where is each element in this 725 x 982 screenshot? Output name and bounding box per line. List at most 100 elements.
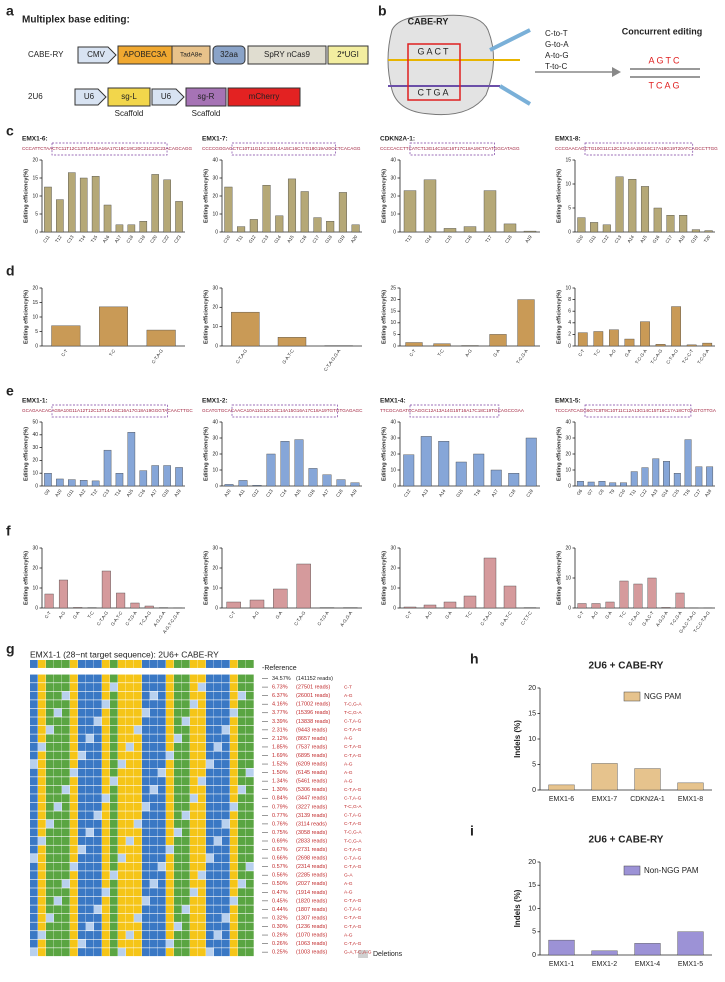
alignment-cell xyxy=(102,828,110,836)
alignment-cell xyxy=(70,811,78,819)
alignment-cell xyxy=(214,700,222,708)
x-tick-label: G19 xyxy=(337,234,346,244)
alignment-cell xyxy=(110,786,118,794)
bar xyxy=(640,322,649,346)
alignment-cell xyxy=(134,880,142,888)
read-count: (3139 reads) xyxy=(296,813,327,819)
alignment-cell xyxy=(238,948,246,956)
alignment-cell xyxy=(62,888,70,896)
alignment-cell xyxy=(206,786,214,794)
alignment-cell xyxy=(246,863,254,871)
alignment-cell xyxy=(78,760,86,768)
alignment-cell xyxy=(94,777,102,785)
x-tick-label: T17 xyxy=(484,234,493,244)
alignment-cell xyxy=(78,660,86,668)
alignment-cell xyxy=(230,905,238,913)
alignment-cell xyxy=(142,794,150,802)
alignment-cell xyxy=(246,897,254,905)
y-tick-label: 20 xyxy=(32,565,38,571)
edit-type: G-A xyxy=(344,872,353,878)
alignment-cell xyxy=(238,709,246,717)
alignment-cell xyxy=(94,692,102,700)
alignment-cell xyxy=(158,880,166,888)
alignment-cell xyxy=(134,743,142,751)
y-tick-label: 20 xyxy=(32,458,38,464)
bar xyxy=(578,218,586,232)
alignment-cell xyxy=(222,683,230,691)
x-tick-label: A12 xyxy=(78,488,87,498)
alignment-cell xyxy=(94,905,102,913)
alignment-cell xyxy=(30,717,38,725)
alignment-cell xyxy=(150,897,158,905)
alignment-cell xyxy=(54,709,62,717)
alignment-cell xyxy=(174,717,182,725)
read-count: (1236 reads) xyxy=(296,924,327,930)
alignment-cell xyxy=(94,940,102,948)
y-tick-label: 0 xyxy=(393,229,396,235)
conversion: G-to-A xyxy=(545,40,569,49)
alignment-cell xyxy=(190,888,198,896)
dna-strand xyxy=(490,30,530,50)
alignment-cell xyxy=(102,660,110,668)
alignment-cell xyxy=(126,880,134,888)
alignment-cell xyxy=(206,846,214,854)
alignment-cell xyxy=(70,700,78,708)
y-tick-label: 40 xyxy=(32,432,38,438)
chart-title: EMX1-5: xyxy=(555,398,581,405)
arrow-head xyxy=(612,67,621,77)
alignment-cell xyxy=(30,837,38,845)
alignment-cell xyxy=(150,905,158,913)
read-percent: 0.79% xyxy=(272,804,288,810)
alignment-cell xyxy=(238,837,246,845)
alignment-cell xyxy=(166,786,174,794)
legend-label: Non-NGG PAM xyxy=(644,866,699,875)
alignment-cell xyxy=(246,752,254,760)
alignment-cell xyxy=(102,709,110,717)
alignment-cell xyxy=(30,940,38,948)
alignment-cell xyxy=(198,692,206,700)
y-axis-label: Editing efficiency(%) xyxy=(23,169,29,223)
alignment-cell xyxy=(54,897,62,905)
alignment-cell xyxy=(54,854,62,862)
x-tick-label: EMX1-7 xyxy=(592,796,617,803)
alignment-cell xyxy=(198,660,206,668)
bar xyxy=(273,589,287,608)
edit-type: G-A,T-C,A-G xyxy=(344,949,372,955)
bar xyxy=(56,479,63,486)
alignment-cell xyxy=(150,769,158,777)
read-percent: 0.44% xyxy=(272,907,288,913)
alignment-cell xyxy=(126,948,134,956)
alignment-cell xyxy=(38,897,46,905)
alignment-cell xyxy=(46,794,54,802)
alignment-cell xyxy=(246,734,254,742)
x-tick-label: C-T,A-G xyxy=(627,610,641,627)
bar xyxy=(352,225,360,232)
alignment-cell xyxy=(246,700,254,708)
alignment-cell xyxy=(86,914,94,922)
alignment-cell xyxy=(78,871,86,879)
alignment-cell xyxy=(70,786,78,794)
alignment-cell xyxy=(238,683,246,691)
alignment-cell xyxy=(198,846,206,854)
bar xyxy=(404,455,415,486)
alignment-cell xyxy=(46,923,54,931)
alignment-cell xyxy=(182,940,190,948)
alignment-cell xyxy=(182,863,190,871)
alignment-cell xyxy=(54,700,62,708)
alignment-cell xyxy=(54,726,62,734)
alignment-cell xyxy=(246,820,254,828)
bar xyxy=(80,178,87,232)
bar xyxy=(404,607,416,608)
edit-type: T-C,G-A xyxy=(344,838,362,844)
alignment-cell xyxy=(94,871,102,879)
alignment-cell xyxy=(198,923,206,931)
alignment-cell xyxy=(134,675,142,683)
alignment-cell xyxy=(158,709,166,717)
alignment-cell xyxy=(230,948,238,956)
bar xyxy=(439,441,450,486)
bar xyxy=(490,334,507,346)
alignment-cell xyxy=(94,717,102,725)
alignment-cell xyxy=(150,717,158,725)
alignment-cell xyxy=(94,683,102,691)
alignment-cell xyxy=(174,752,182,760)
